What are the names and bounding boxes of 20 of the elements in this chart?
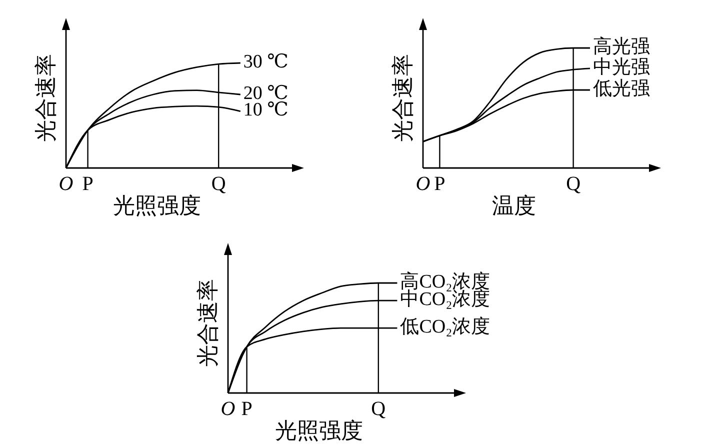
series-label: 低CO₂浓度 [400,315,490,338]
x-axis-title: 光照强度 [113,193,202,218]
x-tick-label: P [434,173,446,195]
series-label: 高光强 [593,35,650,58]
y-axis-title: 光合速率 [33,54,58,142]
x-tick-label: O [220,398,236,420]
series-label: 30 ℃ [243,51,288,72]
x-axis-title: 温度 [492,193,536,218]
x-tick-label: Q [211,173,226,195]
series-label: 中光强 [593,56,650,78]
x-tick-label: O [416,173,430,195]
x-tick-label: Q [566,173,582,195]
x-tick-label: O [58,173,74,195]
x-tick-label: P [241,398,252,420]
x-tick-label: Q [371,398,386,420]
y-axis-title: 光合速率 [195,279,220,367]
series-label: 低光强 [593,78,650,100]
y-axis-title: 光合速率 [390,54,416,142]
x-tick-label: P [82,173,94,195]
x-axis-title: 光照强度 [275,418,364,443]
